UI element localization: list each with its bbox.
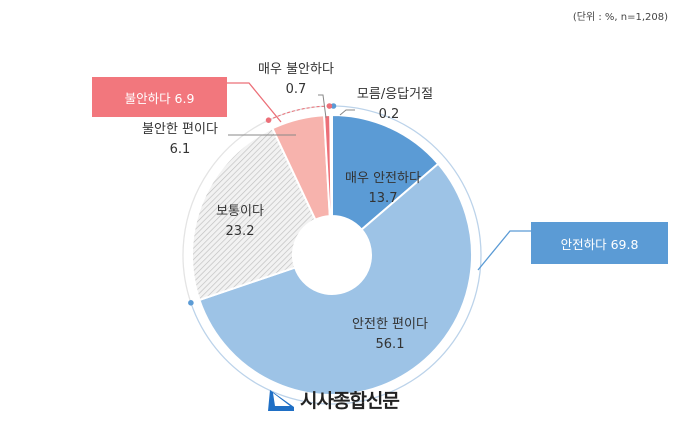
slice-value-3: 6.1 bbox=[170, 142, 191, 157]
slice-label-3: 불안한 편이다 bbox=[142, 122, 218, 137]
slice-value-0: 13.7 bbox=[369, 191, 398, 206]
slice-label-5: 모름/응답거절 bbox=[357, 87, 433, 102]
ring-dot-0 bbox=[330, 103, 337, 109]
logo: 시사종합신문 bbox=[266, 386, 400, 413]
slice-label-1: 안전한 편이다 bbox=[352, 317, 428, 332]
slice-value-4: 0.7 bbox=[286, 82, 307, 97]
slice-label-0: 매우 안전하다 bbox=[345, 171, 421, 186]
ring-dot-1 bbox=[188, 300, 194, 306]
slice-value-5: 0.2 bbox=[379, 107, 400, 122]
ring-dot-2 bbox=[265, 117, 272, 123]
slice-1 bbox=[198, 162, 473, 396]
logo-icon bbox=[268, 389, 294, 411]
slice-0 bbox=[331, 113, 440, 231]
slice-5 bbox=[329, 113, 333, 218]
slice-value-1: 56.1 bbox=[376, 337, 405, 352]
leader-very-unsafe bbox=[318, 94, 327, 119]
logo-text: 시사종합신문 bbox=[300, 390, 400, 412]
safe-leader bbox=[477, 230, 531, 271]
slice-label-4: 매우 불안하다 bbox=[258, 62, 334, 77]
slice-label-2: 보통이다 bbox=[216, 204, 264, 219]
slice-value-2: 23.2 bbox=[226, 224, 255, 239]
safe-ring bbox=[190, 105, 482, 405]
ring-dot-3 bbox=[326, 103, 333, 109]
unsafe-leader bbox=[227, 82, 282, 123]
unit-note: (단위 : %, n=1,208) bbox=[572, 12, 668, 23]
unsafe-ring bbox=[268, 105, 331, 121]
leader-dont-know bbox=[339, 109, 355, 116]
neutral-ring bbox=[182, 105, 325, 304]
group-box-safe: 안전하다 69.8 bbox=[531, 222, 668, 264]
slice-2 bbox=[191, 126, 317, 302]
group-box-unsafe: 불안하다 6.9 bbox=[92, 77, 227, 117]
